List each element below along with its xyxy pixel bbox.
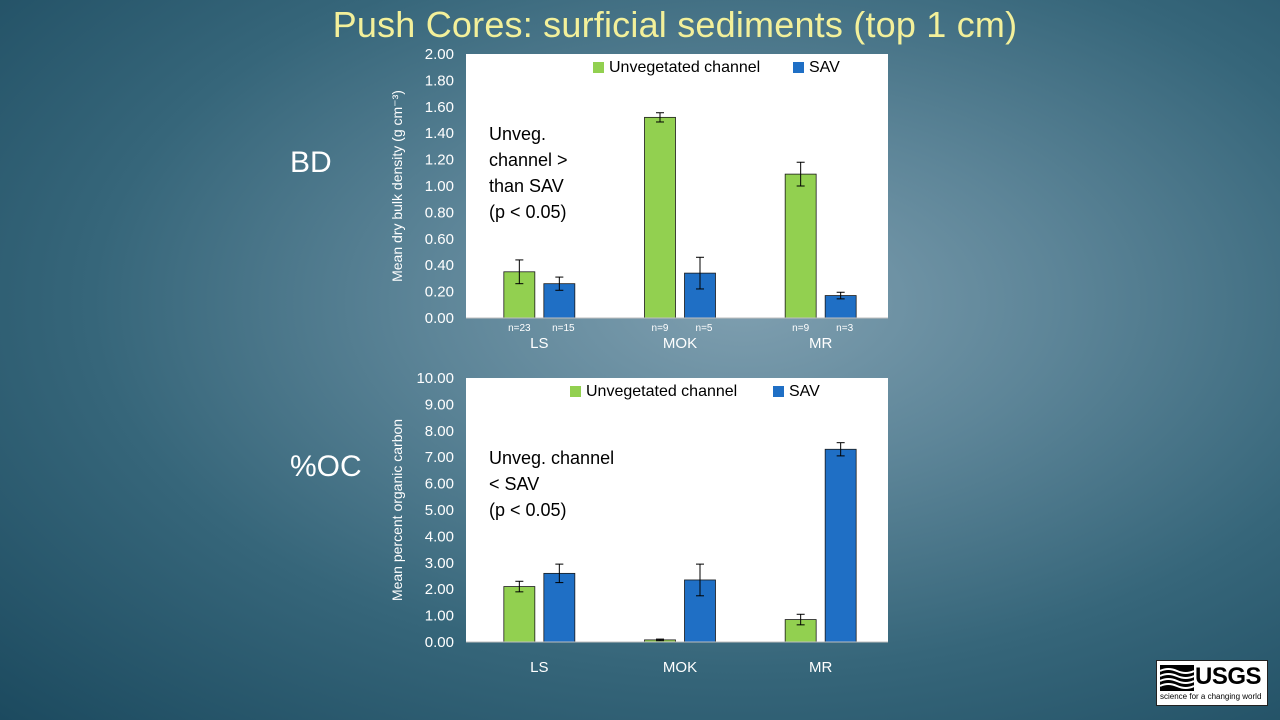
significance-note: Unveg. channel > than SAV (p < 0.05) <box>489 124 568 222</box>
significance-note-line: Unveg. <box>489 124 546 144</box>
y-tick-label: 1.80 <box>425 72 454 89</box>
bar-mr-unvegetated <box>784 173 817 319</box>
y-tick-label: 4.00 <box>425 528 454 545</box>
error-bar <box>656 112 664 123</box>
y-tick-label: 1.00 <box>425 178 454 195</box>
usgs-tagline: science for a changing world <box>1160 692 1262 701</box>
sample-size-label: n=9 <box>652 323 669 334</box>
legend-swatch-sav <box>793 62 804 73</box>
error-bar <box>555 563 564 584</box>
y-tick-label: 0.20 <box>425 284 454 301</box>
significance-note-line: Unveg. channel <box>489 448 614 468</box>
error-bar <box>515 259 524 285</box>
oc-section-label: %OC <box>290 450 362 483</box>
y-tick-label: 0.00 <box>425 310 454 327</box>
error-bar <box>515 580 524 593</box>
usgs-logo: USGS science for a changing world <box>1156 660 1268 706</box>
y-tick-label: 0.00 <box>425 634 454 651</box>
plot-area <box>466 54 888 318</box>
error-bar <box>656 638 664 642</box>
legend: Unvegetated channel SAV <box>570 383 820 400</box>
y-tick-label: 1.40 <box>425 125 454 142</box>
y-tick-label: 0.80 <box>425 204 454 221</box>
bar-mok-unvegetated <box>644 116 676 319</box>
y-tick-label: 1.60 <box>425 99 454 116</box>
error-bar <box>836 442 845 457</box>
y-tick-label: 9.00 <box>425 396 454 413</box>
legend: Unvegetated channel SAV <box>593 59 840 76</box>
error-bar <box>796 161 805 187</box>
legend-label-unvegetated: Unvegetated channel <box>586 383 737 400</box>
y-tick-label: 7.00 <box>425 449 454 466</box>
legend-swatch-unvegetated <box>570 386 581 397</box>
y-tick-label: 1.20 <box>425 152 454 169</box>
legend-label-sav: SAV <box>789 383 820 400</box>
significance-note-line: than SAV <box>489 176 564 196</box>
y-tick-label: 10.00 <box>416 370 454 387</box>
y-tick-label: 1.00 <box>425 608 454 625</box>
y-tick-label: 2.00 <box>425 46 454 63</box>
slide-title: Push Cores: surficial sediments (top 1 c… <box>332 4 1018 45</box>
x-category-label: MOK <box>663 335 697 352</box>
significance-note-line: (p < 0.05) <box>489 202 567 222</box>
significance-note: Unveg. channel < SAV (p < 0.05) <box>489 448 614 520</box>
significance-note-line: (p < 0.05) <box>489 500 567 520</box>
significance-note-line: channel > <box>489 150 568 170</box>
bd-section-label: BD <box>290 146 332 179</box>
error-bar <box>696 256 704 290</box>
y-tick-label: 0.60 <box>425 231 454 248</box>
sample-size-label: n=23 <box>508 323 531 334</box>
x-category-label: LS <box>530 659 548 676</box>
y-tick-label: 6.00 <box>425 476 454 493</box>
error-bar <box>796 613 805 626</box>
error-bar <box>555 276 564 291</box>
plot-area <box>466 378 888 642</box>
bar-ls-unvegetated <box>503 586 536 643</box>
y-tick-label: 3.00 <box>425 555 454 572</box>
legend-swatch-unvegetated <box>593 62 604 73</box>
organic-carbon-chart: 0.00 1.00 2.00 3.00 4.00 5.00 6.00 7.00 8.00 9.00… <box>389 370 888 676</box>
sample-size-label: n=3 <box>836 323 853 334</box>
y-axis-label: Mean percent organic carbon <box>389 419 405 601</box>
sample-size-label: n=15 <box>552 323 575 334</box>
y-tick-label: 5.00 <box>425 502 454 519</box>
bar-mr-sav <box>824 448 857 643</box>
significance-note-line: < SAV <box>489 474 539 494</box>
error-bar <box>836 291 845 300</box>
bar-ls-sav <box>543 572 576 643</box>
y-tick-label: 0.40 <box>425 257 454 274</box>
sample-size-label: n=5 <box>696 323 713 334</box>
bulk-density-chart: 0.00 0.20 0.40 0.60 0.80 1.00 1.20 1.40 1.60 1.80… <box>389 46 888 352</box>
y-tick-label: 8.00 <box>425 423 454 440</box>
legend-swatch-sav <box>773 386 784 397</box>
legend-label-sav: SAV <box>809 59 840 76</box>
usgs-wave-icon <box>1160 665 1194 691</box>
sample-size-label: n=9 <box>792 323 809 334</box>
y-axis-label: Mean dry bulk density (g cm⁻³) <box>389 90 405 282</box>
y-tick-label: 2.00 <box>425 581 454 598</box>
usgs-wordmark: USGS <box>1195 663 1262 690</box>
error-bar <box>696 563 704 597</box>
x-category-label: MR <box>809 659 832 676</box>
x-category-label: LS <box>530 335 548 352</box>
x-category-label: MOK <box>663 659 697 676</box>
legend-label-unvegetated: Unvegetated channel <box>609 59 760 76</box>
x-category-label: MR <box>809 335 832 352</box>
